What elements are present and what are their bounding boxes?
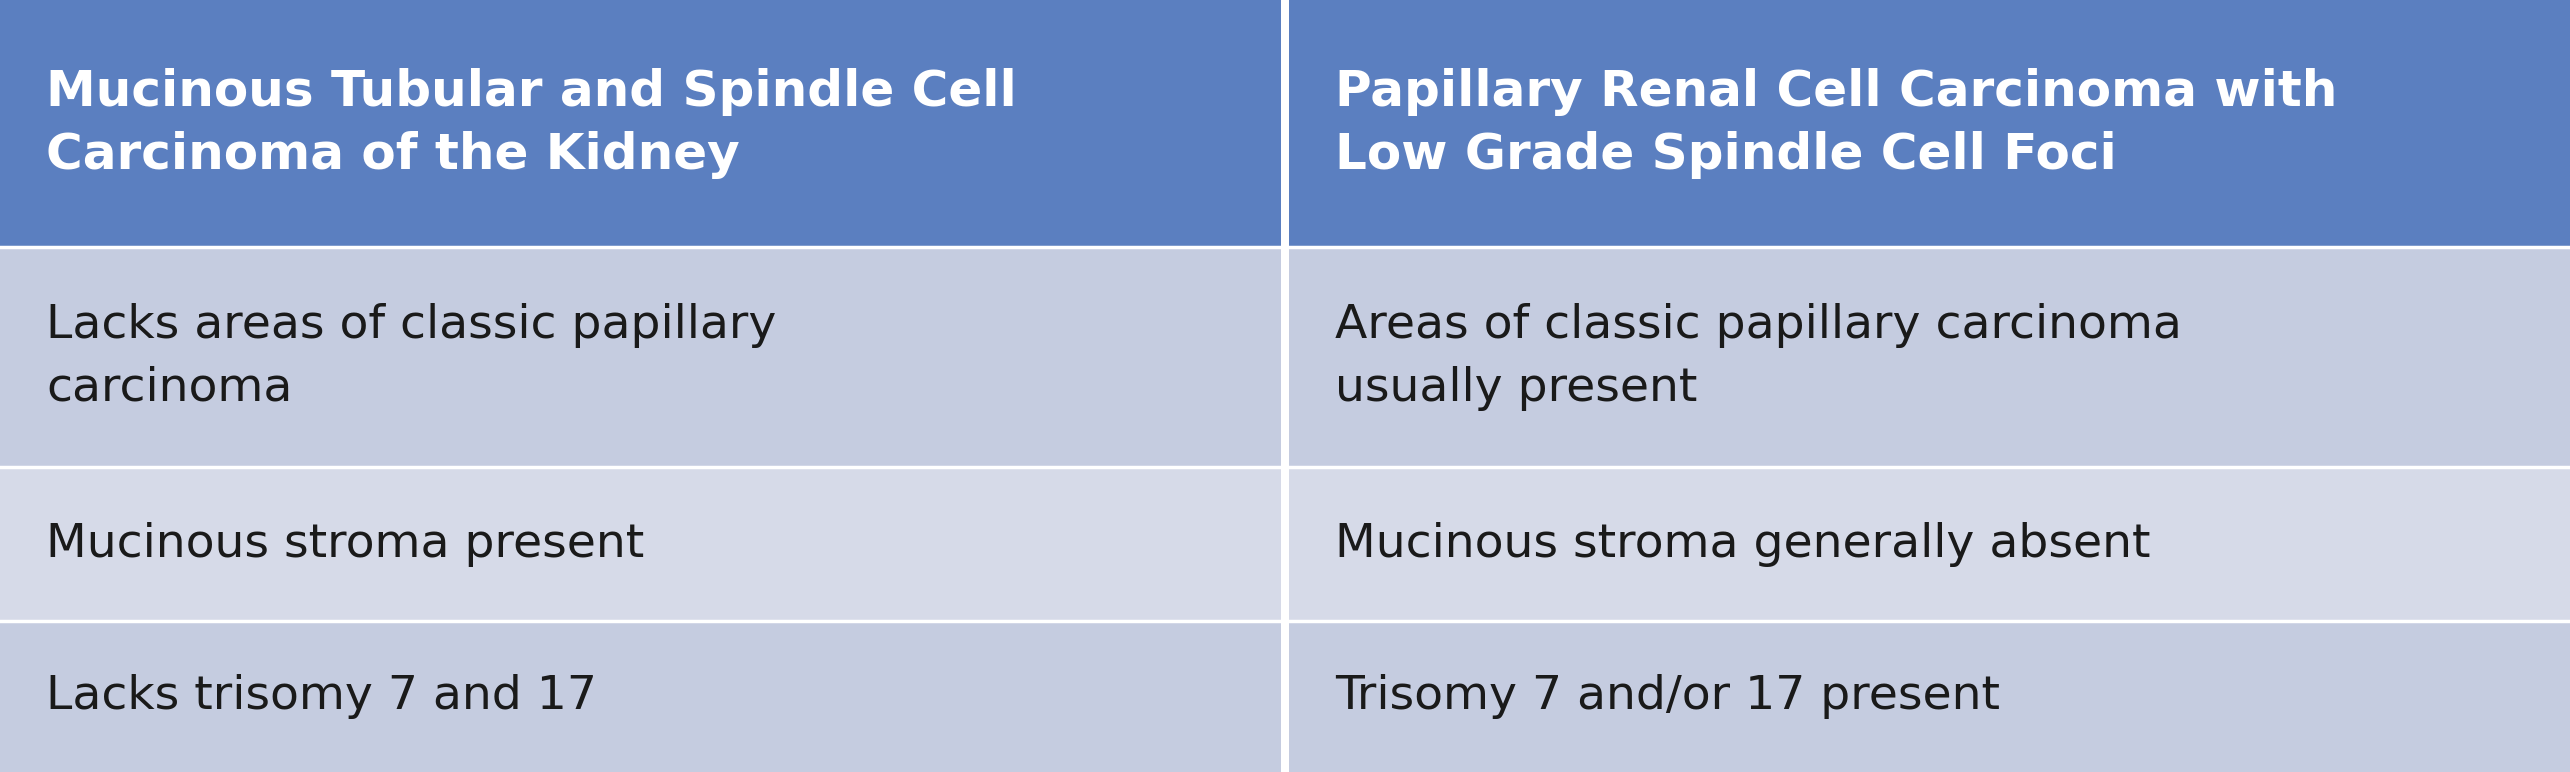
Text: Lacks areas of classic papillary
carcinoma: Lacks areas of classic papillary carcino… (46, 303, 776, 411)
Bar (1288, 467, 2570, 621)
Bar (0, 247, 1282, 467)
Text: Trisomy 7 and/or 17 present: Trisomy 7 and/or 17 present (1336, 674, 1999, 720)
Bar (0, 621, 1282, 772)
Text: Mucinous Tubular and Spindle Cell
Carcinoma of the Kidney: Mucinous Tubular and Spindle Cell Carcin… (46, 68, 1018, 179)
Text: Papillary Renal Cell Carcinoma with
Low Grade Spindle Cell Foci: Papillary Renal Cell Carcinoma with Low … (1336, 68, 2339, 179)
Bar (1288, 0, 2570, 247)
Text: Areas of classic papillary carcinoma
usually present: Areas of classic papillary carcinoma usu… (1336, 303, 2182, 411)
Bar (0, 467, 1282, 621)
Text: Mucinous stroma generally absent: Mucinous stroma generally absent (1336, 522, 2151, 567)
Bar (1288, 247, 2570, 467)
Text: Mucinous stroma present: Mucinous stroma present (46, 522, 645, 567)
Bar (1288, 621, 2570, 772)
Bar (0, 0, 1282, 247)
Text: Lacks trisomy 7 and 17: Lacks trisomy 7 and 17 (46, 674, 596, 720)
